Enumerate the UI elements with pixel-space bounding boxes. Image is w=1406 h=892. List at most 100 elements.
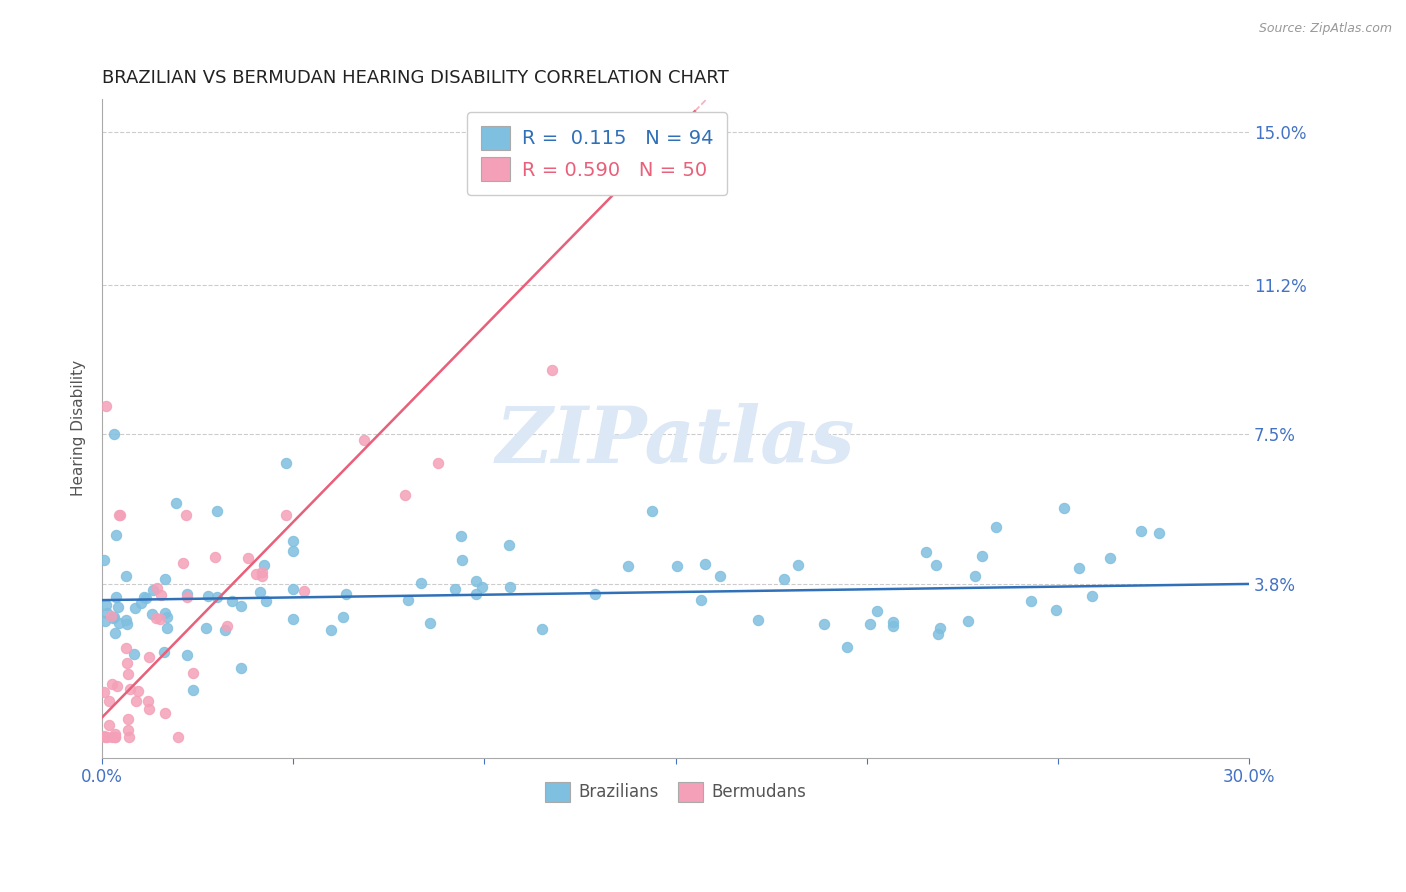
Point bbox=[132, 590, 155, 604]
Point bbox=[882, 615, 904, 629]
Point bbox=[865, 604, 887, 618]
Point bbox=[115, 568, 138, 582]
Point bbox=[165, 496, 187, 510]
Point bbox=[114, 641, 136, 656]
Point bbox=[236, 550, 259, 565]
Point bbox=[274, 508, 297, 523]
Point bbox=[283, 544, 305, 558]
Point bbox=[214, 623, 236, 637]
Point bbox=[444, 582, 467, 596]
Point bbox=[104, 727, 127, 741]
Point bbox=[153, 706, 176, 720]
Point bbox=[104, 731, 127, 745]
Point bbox=[249, 584, 271, 599]
Point bbox=[104, 626, 127, 640]
Point bbox=[972, 549, 994, 563]
Point bbox=[149, 588, 172, 602]
Point bbox=[1130, 524, 1153, 538]
Point bbox=[321, 623, 343, 637]
Point bbox=[927, 627, 949, 641]
Point bbox=[253, 558, 276, 573]
Point bbox=[110, 508, 132, 523]
Point bbox=[138, 649, 160, 664]
Point bbox=[1067, 561, 1090, 575]
Point bbox=[427, 457, 450, 471]
Point bbox=[142, 582, 165, 597]
Point bbox=[859, 617, 882, 632]
Point bbox=[394, 488, 416, 502]
Point bbox=[195, 621, 218, 635]
Point bbox=[124, 600, 146, 615]
Point bbox=[693, 557, 716, 571]
Point bbox=[115, 613, 138, 627]
Point bbox=[105, 590, 128, 604]
Point bbox=[450, 529, 472, 543]
Point bbox=[747, 613, 769, 627]
Point bbox=[252, 569, 274, 583]
Point bbox=[176, 648, 198, 663]
Point bbox=[94, 731, 117, 745]
Point bbox=[709, 568, 731, 582]
Legend: Brazilians, Bermudans: Brazilians, Bermudans bbox=[534, 772, 817, 812]
Point bbox=[409, 575, 432, 590]
Point bbox=[984, 520, 1007, 534]
Point bbox=[100, 608, 122, 623]
Point bbox=[117, 712, 139, 726]
Point bbox=[583, 586, 606, 600]
Point bbox=[96, 598, 118, 612]
Point bbox=[471, 580, 494, 594]
Point bbox=[1019, 594, 1042, 608]
Point bbox=[101, 611, 124, 625]
Point bbox=[396, 592, 419, 607]
Point bbox=[105, 528, 128, 542]
Point bbox=[146, 582, 169, 596]
Point bbox=[117, 723, 139, 738]
Point bbox=[96, 606, 118, 620]
Point bbox=[105, 679, 128, 693]
Point bbox=[176, 586, 198, 600]
Point bbox=[292, 583, 315, 598]
Point bbox=[176, 590, 198, 604]
Point bbox=[135, 591, 157, 605]
Point bbox=[245, 567, 267, 582]
Point bbox=[1099, 551, 1122, 566]
Point bbox=[100, 731, 122, 745]
Point bbox=[98, 694, 121, 708]
Point bbox=[332, 609, 354, 624]
Point bbox=[107, 600, 129, 615]
Point bbox=[540, 363, 562, 377]
Point bbox=[221, 593, 243, 607]
Point bbox=[181, 665, 204, 680]
Point bbox=[153, 644, 176, 658]
Point bbox=[335, 587, 357, 601]
Point bbox=[772, 573, 794, 587]
Point bbox=[929, 620, 952, 634]
Point bbox=[174, 508, 197, 523]
Point bbox=[94, 399, 117, 413]
Point bbox=[499, 580, 522, 594]
Point bbox=[124, 694, 146, 708]
Point bbox=[882, 619, 904, 633]
Point bbox=[283, 582, 305, 596]
Point bbox=[104, 731, 127, 745]
Point bbox=[93, 553, 115, 567]
Point bbox=[229, 661, 252, 675]
Point bbox=[1053, 500, 1076, 515]
Point bbox=[136, 694, 159, 708]
Point bbox=[204, 550, 226, 565]
Point bbox=[1147, 526, 1170, 541]
Point bbox=[957, 614, 980, 628]
Point bbox=[197, 589, 219, 603]
Point bbox=[205, 504, 228, 518]
Point bbox=[353, 434, 375, 448]
Point bbox=[94, 614, 117, 628]
Point bbox=[155, 606, 177, 620]
Point bbox=[138, 702, 160, 716]
Point bbox=[127, 683, 149, 698]
Point bbox=[93, 729, 115, 743]
Point bbox=[1045, 603, 1067, 617]
Point bbox=[465, 574, 488, 588]
Point bbox=[1081, 589, 1104, 603]
Text: Source: ZipAtlas.com: Source: ZipAtlas.com bbox=[1258, 22, 1392, 36]
Point bbox=[97, 718, 120, 732]
